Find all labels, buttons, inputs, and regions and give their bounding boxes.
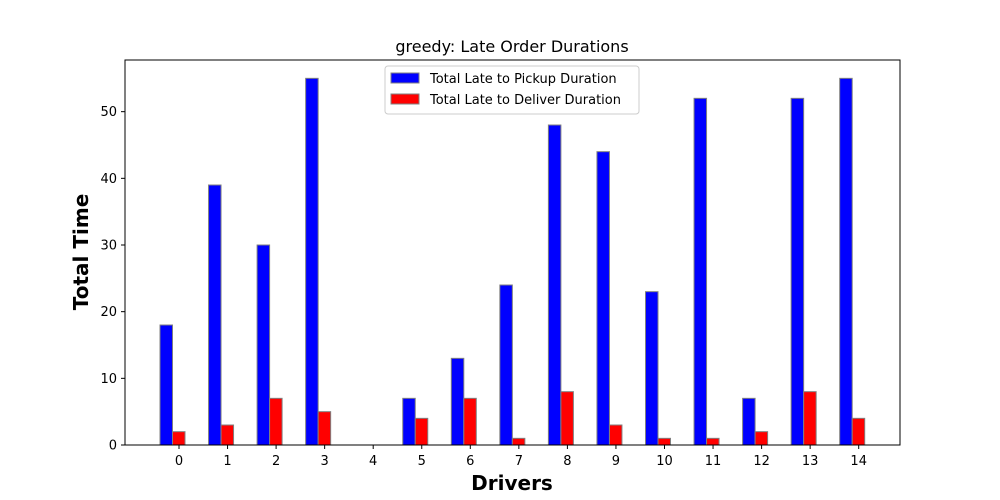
legend-swatch-pickup	[390, 72, 420, 84]
bar-deliver-13	[803, 391, 817, 446]
bar-pickup-12	[742, 397, 756, 446]
x-tick-label-13: 13	[802, 454, 819, 469]
bar-deliver-0	[172, 431, 186, 446]
bar-pickup-2	[256, 244, 271, 446]
bars-group	[159, 77, 866, 446]
legend-swatch-deliver	[390, 93, 420, 105]
bar-deliver-9	[608, 424, 623, 446]
y-tick-label-0: 0	[109, 439, 117, 454]
y-tick-label-50: 50	[100, 105, 117, 120]
x-tick-label-5: 5	[418, 454, 426, 469]
bar-pickup-11	[693, 97, 708, 446]
bar-deliver-14	[851, 417, 866, 446]
x-tick-label-4: 4	[369, 454, 377, 469]
x-tick-label-9: 9	[612, 454, 620, 469]
x-ticks: 0 1 2 3 4 5 6 7 8 9 10 11 12 13 14	[175, 445, 867, 469]
bar-deliver-3	[317, 411, 332, 446]
chart-title: greedy: Late Order Durations	[395, 37, 628, 56]
x-tick-label-14: 14	[850, 454, 867, 469]
legend-label-pickup: Total Late to Pickup Duration	[429, 72, 617, 87]
x-tick-label-2: 2	[272, 454, 280, 469]
legend-frame	[384, 65, 640, 115]
x-axis-label: Drivers	[471, 471, 553, 495]
bar-deliver-11	[706, 437, 720, 446]
bar-pickup-6	[450, 357, 465, 446]
x-tick-label-6: 6	[466, 454, 474, 469]
bar-pickup-13	[790, 97, 805, 446]
bar-pickup-3	[305, 77, 319, 446]
x-tick-label-8: 8	[563, 454, 571, 469]
bar-deliver-2	[269, 397, 283, 446]
bar-pickup-1	[208, 184, 222, 446]
bar-pickup-0	[159, 324, 173, 446]
y-tick-label-20: 20	[100, 305, 117, 320]
bar-deliver-12	[754, 431, 769, 446]
x-tick-label-11: 11	[705, 454, 722, 469]
x-tick-label-0: 0	[175, 454, 183, 469]
bar-pickup-8	[547, 124, 562, 446]
x-tick-label-7: 7	[515, 454, 523, 469]
x-tick-label-3: 3	[321, 454, 329, 469]
plot-frame	[124, 59, 901, 446]
bar-deliver-8	[560, 391, 574, 446]
x-tick-label-1: 1	[223, 454, 231, 469]
bar-deliver-6	[463, 397, 477, 446]
y-tick-label-40: 40	[100, 172, 117, 187]
bar-pickup-14	[839, 77, 853, 446]
y-axis-label: Total Time	[69, 194, 93, 311]
y-ticks: 0 10 20 30 40 50	[100, 105, 125, 454]
bar-deliver-10	[657, 437, 671, 446]
y-tick-label-30: 30	[100, 239, 117, 254]
legend: Total Late to Pickup Duration Total Late…	[384, 65, 640, 115]
x-tick-label-12: 12	[753, 454, 770, 469]
bar-deliver-7	[511, 437, 526, 446]
bar-pickup-7	[499, 284, 513, 446]
y-tick-label-10: 10	[100, 372, 117, 387]
bar-deliver-1	[220, 424, 235, 446]
bar-pickup-10	[645, 291, 659, 446]
bar-pickup-9	[596, 151, 610, 446]
legend-label-deliver: Total Late to Deliver Duration	[429, 93, 621, 108]
bar-deliver-5	[414, 417, 429, 446]
x-tick-label-10: 10	[656, 454, 673, 469]
bar-pickup-5	[402, 397, 416, 446]
